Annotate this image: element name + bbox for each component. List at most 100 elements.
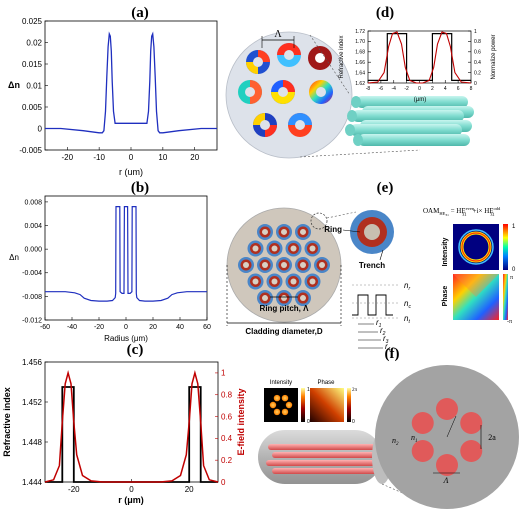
panel-a-y-tick-label: 0.025 — [22, 17, 43, 26]
panel-b: (b) 0.008 0.004 0.000 -0.004 -0.008 -0.012 -6… — [9, 180, 211, 343]
f-core — [411, 412, 434, 434]
leader-line-bottom — [299, 149, 421, 158]
panel-a-y-tick-label: -0.005 — [19, 146, 42, 155]
panel-d-yright-tick-label: 0.4 — [474, 60, 481, 66]
panel-b-axes — [44, 195, 208, 321]
mode-pattern-7 — [288, 113, 312, 137]
panel-b-x-tick-label: -40 — [67, 324, 77, 331]
panel-b-xlabel: Radius (μm) — [104, 334, 148, 343]
f-intensity-lobe — [285, 401, 293, 409]
f-intensity-lobes — [269, 394, 293, 416]
panel-d-x-tick-label: -2 — [404, 86, 409, 92]
panel-d-label: (d) — [376, 5, 394, 21]
f-phase-cb-top: 2π — [352, 388, 358, 393]
panel-a-y-tick-label: 0.005 — [22, 103, 43, 112]
panel-a: (a) 0.025 0.02 0.015 0.01 0.005 0 -0.005 -20 -1… — [8, 5, 218, 177]
panel-c-series-refractive-index — [45, 386, 218, 483]
panel-d-yleft-tick-label: 1.64 — [355, 70, 365, 76]
e-phase-cb-bottom: -π — [507, 319, 512, 325]
e-intensity-map — [453, 224, 499, 270]
ring-core-center — [252, 278, 259, 285]
f-intensity-label: Intensity — [270, 380, 292, 386]
ring-label: Ring — [324, 225, 342, 234]
index-step-profile — [352, 294, 393, 316]
mode-patterns — [238, 43, 333, 137]
panel-a-x-tick-label: -10 — [93, 153, 105, 162]
panel-c-ylabel-right: E-field intensity — [236, 388, 246, 455]
f-cores — [411, 398, 483, 476]
e-intensity-cb-top: 1 — [512, 224, 516, 230]
ring-core-center — [271, 245, 278, 252]
panel-d-x-tick-label: 8 — [470, 86, 473, 92]
panel-c-xlabel: r (μm) — [118, 495, 144, 505]
mode-pattern-6 — [253, 113, 277, 137]
f-intensity-lobe — [281, 394, 289, 402]
panel-d-yleft-tick-label: 1.70 — [355, 39, 365, 45]
panel-c-series-efield — [44, 369, 219, 483]
panel-d-x-tick-label: -4 — [392, 86, 397, 92]
panel-c-yright-tick-label: 0 — [221, 478, 226, 487]
panel-c-yright-tick-label: 0.4 — [221, 434, 233, 443]
panel-c-yright-tick-label: 0.2 — [221, 456, 233, 465]
panel-d-yleft-tick-label: 1.66 — [355, 60, 365, 66]
e-intensity-ring-red — [461, 232, 491, 262]
ring-core-center — [290, 245, 297, 252]
panel-a-y-tick-label: 0.015 — [22, 60, 43, 69]
trench-label: Trench — [359, 261, 385, 270]
panel-d-inset-xlabel: (μm) — [414, 97, 426, 103]
f-intensity-lobe — [273, 394, 281, 402]
center-to-core-line — [446, 415, 457, 438]
label-nc: nc — [404, 299, 411, 310]
panel-a-x-tick-label: 20 — [190, 153, 199, 162]
panel-d-yleft-tick-label: 1.72 — [355, 29, 365, 35]
f-core — [460, 412, 483, 434]
panel-d-yleft-tick-label: 1.68 — [355, 50, 365, 56]
ring-core-center — [252, 245, 259, 252]
label-r2: r2 — [380, 326, 386, 337]
mode-pattern-2 — [277, 43, 301, 67]
panel-d-yright-tick-label: 1 — [474, 29, 477, 35]
panel-c-x-tick-label: -20 — [68, 485, 80, 494]
ring-core-center — [262, 295, 268, 302]
panel-c-yright-tick-label: 0.8 — [221, 391, 233, 400]
f-intensity-lobe — [273, 408, 281, 416]
panel-d-yright-tick-label: 0.2 — [474, 70, 481, 76]
label-n2: n2 — [392, 436, 399, 447]
e-phase-map — [453, 274, 499, 320]
panel-d-x-tick-label: 0 — [418, 86, 421, 92]
panel-a-xlabel: r (um) — [119, 167, 143, 177]
ring-core-center — [262, 228, 268, 235]
panel-d-yright-tick-label: 0 — [474, 81, 477, 87]
panel-c-yleft-tick-label: 1.452 — [22, 398, 43, 407]
panel-f-label: (f) — [385, 346, 400, 362]
label-r3: r3 — [383, 334, 389, 345]
panel-b-x-tick-label: 0 — [124, 324, 128, 331]
panel-a-y-tick-label: 0.02 — [26, 38, 42, 47]
panel-a-x-tick-label: 10 — [158, 153, 167, 162]
panel-b-x-tick-label: -60 — [40, 324, 50, 331]
panel-a-x-tick-label: -20 — [62, 153, 74, 162]
panel-b-y-tick-label: 0.008 — [24, 199, 42, 206]
panel-d-x-tick-label: 4 — [444, 86, 447, 92]
panel-d-inset-axes — [367, 30, 472, 84]
label-r1: r1 — [376, 318, 382, 329]
ring-cores — [238, 223, 330, 307]
panel-b-x-tick-label: 20 — [149, 324, 157, 331]
ring-core-center — [300, 262, 306, 268]
panel-d-x-tick-label: -8 — [366, 86, 371, 92]
f-intensity-lobe — [281, 408, 289, 416]
panel-a-xticks: -20 -10 0 10 20 — [62, 147, 200, 162]
fiber-red-rods — [266, 444, 384, 474]
panel-d-inset-ylabel-right: Normalize power — [491, 34, 497, 79]
f-core — [436, 454, 458, 476]
ring-core-center — [271, 278, 278, 285]
panel-c-yleft-tick-label: 1.448 — [22, 438, 43, 447]
ring-leader-line — [326, 211, 357, 219]
f-intensity-lobe — [269, 401, 277, 409]
panel-a-series-line — [45, 31, 217, 134]
panel-d-inset-ylabel-left: Refractive index — [339, 35, 345, 78]
ring-core-center — [319, 262, 325, 268]
ring-core-center — [281, 295, 287, 302]
panel-a-axes — [44, 20, 218, 151]
